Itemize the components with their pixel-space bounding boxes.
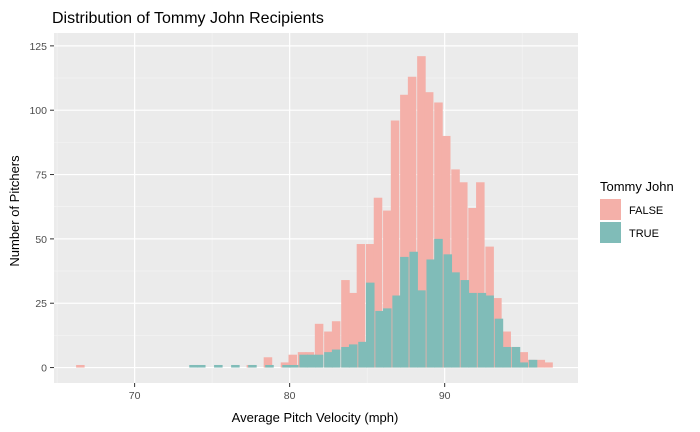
bar-false	[263, 357, 273, 368]
legend-label-true: TRUE	[629, 228, 659, 240]
bar-false	[519, 352, 529, 368]
bar-false	[76, 364, 85, 368]
x-tick-label: 70	[129, 390, 141, 402]
bar-false	[373, 197, 383, 368]
bar-true	[299, 354, 308, 368]
y-tick-label: 100	[29, 105, 47, 117]
x-axis-title: Average Pitch Velocity (mph)	[232, 410, 399, 425]
bar-true	[460, 280, 470, 368]
y-tick-label: 0	[41, 363, 47, 375]
bar-true	[468, 292, 477, 368]
bar-true	[307, 354, 316, 368]
y-axis-title: Number of Pitchers	[7, 155, 22, 267]
bar-false	[356, 244, 366, 368]
x-tick-label: 80	[284, 390, 296, 402]
bar-true	[383, 308, 392, 368]
bar-true	[314, 354, 324, 368]
bar-false	[544, 362, 553, 368]
bar-true	[341, 346, 350, 368]
bar-true	[348, 344, 358, 368]
bar-false	[417, 56, 426, 368]
bar-false	[400, 94, 409, 368]
bar-false	[324, 331, 333, 368]
bar-false	[424, 92, 434, 368]
bar-true	[417, 290, 426, 368]
bar-false	[314, 323, 324, 368]
bar-true	[485, 295, 494, 368]
bar-true	[400, 256, 409, 368]
legend: Tommy John FALSE TRUE	[600, 179, 674, 243]
bar-true	[426, 259, 435, 368]
y-tick-label: 125	[29, 41, 47, 53]
major-gridlines	[54, 33, 578, 383]
bar-true	[443, 254, 453, 368]
bar-true	[197, 364, 206, 368]
bar-false	[331, 321, 341, 368]
chart-title: Distribution of Tommy John Recipients	[52, 10, 324, 27]
y-axis: 0 25 50 75 100 125	[29, 41, 54, 375]
bar-false	[434, 102, 443, 368]
legend-title: Tommy John	[600, 179, 674, 194]
y-tick-label: 25	[35, 298, 47, 310]
bar-false	[451, 169, 460, 368]
bar-true	[502, 346, 511, 368]
bar-false	[468, 208, 477, 368]
bar-true	[282, 364, 291, 368]
bar-true	[365, 282, 375, 368]
bar-true	[324, 352, 333, 368]
y-tick-label: 75	[35, 170, 47, 182]
bar-true	[231, 364, 240, 368]
bar-true	[248, 364, 257, 368]
bar-false	[288, 354, 298, 368]
bar-true	[409, 251, 418, 368]
bar-false	[441, 135, 451, 368]
bar-true	[434, 238, 443, 368]
bar-true	[477, 292, 487, 368]
legend-key-false	[600, 199, 621, 220]
series-true-bars	[189, 238, 538, 368]
bar-true	[290, 364, 299, 368]
x-axis: 70 80 90	[129, 383, 451, 402]
bar-true	[189, 364, 198, 368]
bar-false	[536, 359, 546, 368]
bar-true	[358, 341, 367, 368]
legend-label-false: FALSE	[629, 205, 663, 217]
y-tick-label: 50	[35, 234, 47, 246]
bar-true	[519, 362, 529, 368]
bar-true	[494, 318, 504, 368]
bar-true	[214, 364, 223, 368]
bar-false	[390, 120, 400, 368]
x-tick-label: 90	[439, 390, 451, 402]
bar-false	[341, 280, 350, 368]
bar-true	[511, 346, 521, 368]
bar-false	[348, 292, 358, 368]
bar-true	[528, 359, 538, 368]
bar-false	[383, 210, 392, 368]
legend-key-true	[600, 222, 621, 243]
bar-true	[392, 295, 401, 368]
bar-true	[451, 272, 460, 368]
bar-true	[375, 310, 384, 368]
bar-true	[331, 349, 341, 368]
bar-false	[407, 76, 417, 368]
bar-false	[459, 182, 468, 368]
bar-true	[265, 364, 274, 368]
bar-false	[476, 182, 485, 368]
